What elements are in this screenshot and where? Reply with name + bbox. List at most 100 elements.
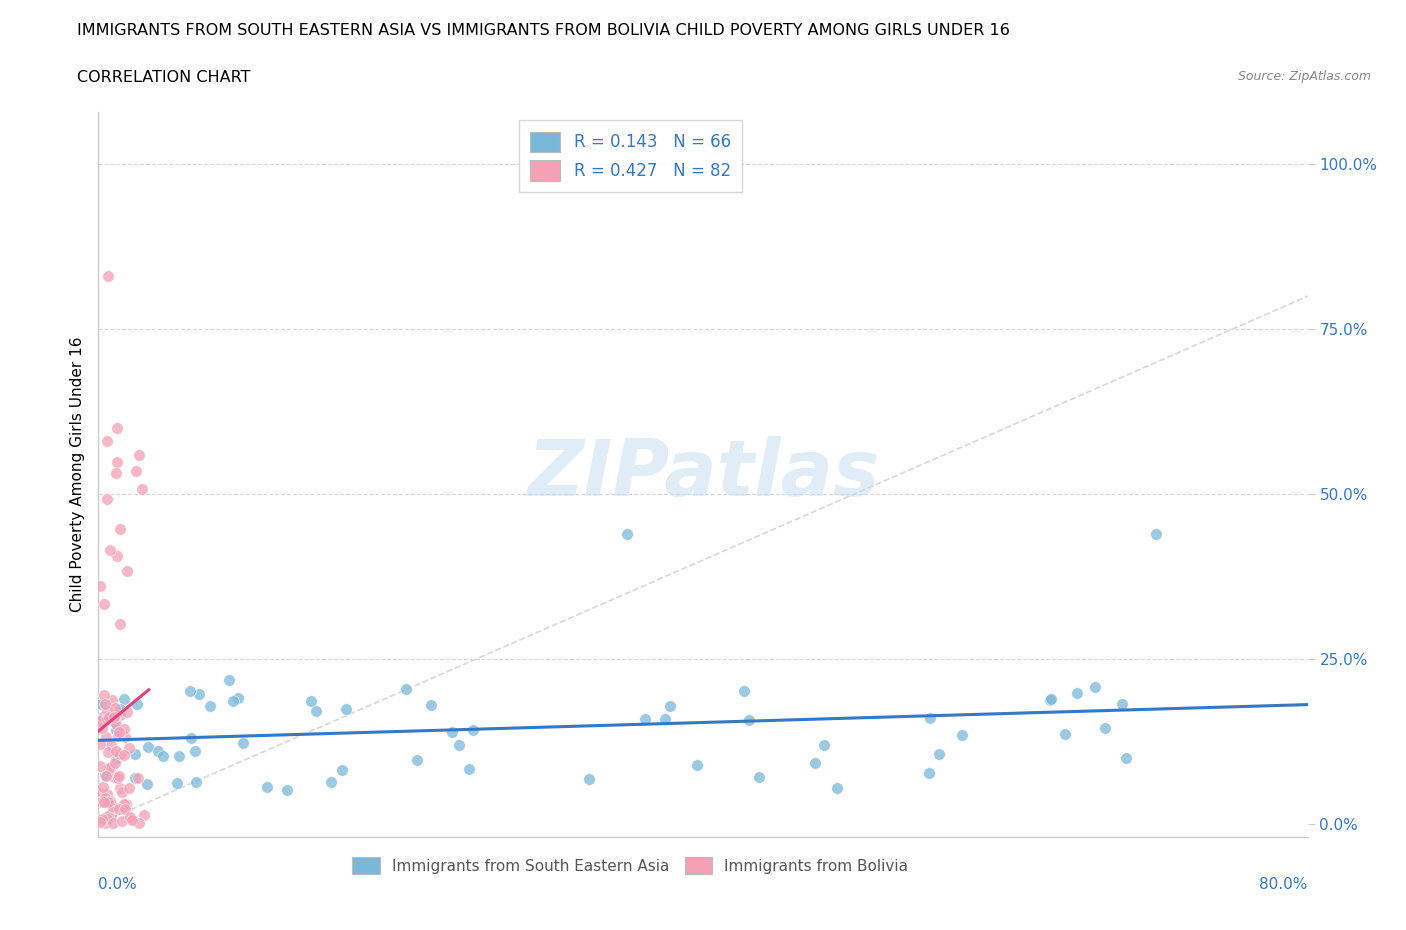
Y-axis label: Child Poverty Among Girls Under 16: Child Poverty Among Girls Under 16 <box>69 337 84 612</box>
Text: 80.0%: 80.0% <box>1260 877 1308 892</box>
Point <box>96 787 118 802</box>
Point <box>803 755 825 770</box>
Point <box>111 784 134 799</box>
Point <box>107 420 129 435</box>
Point <box>108 704 131 719</box>
Text: 0.0%: 0.0% <box>98 877 138 892</box>
Point <box>98 543 121 558</box>
Point <box>90 697 112 711</box>
Point <box>825 780 848 795</box>
Point <box>134 808 156 823</box>
Point <box>136 740 159 755</box>
Point <box>96 711 118 726</box>
Point <box>93 710 115 724</box>
Point <box>128 815 150 830</box>
Point <box>100 692 122 707</box>
Point <box>634 712 657 727</box>
Point <box>950 728 973 743</box>
Point <box>101 800 124 815</box>
Point <box>226 690 249 705</box>
Point <box>166 775 188 790</box>
Point <box>124 770 146 785</box>
Point <box>107 729 129 744</box>
Point <box>97 269 120 284</box>
Point <box>115 705 138 720</box>
Point <box>105 548 128 563</box>
Point <box>96 434 118 449</box>
Point <box>103 713 125 728</box>
Point <box>121 813 143 828</box>
Point <box>131 482 153 497</box>
Point <box>97 809 120 824</box>
Point <box>813 737 835 752</box>
Point <box>918 765 941 780</box>
Point <box>107 802 129 817</box>
Point <box>125 697 148 711</box>
Point <box>222 693 245 708</box>
Point <box>686 758 709 773</box>
Point <box>107 771 129 786</box>
Point <box>100 807 122 822</box>
Point <box>89 815 111 830</box>
Point <box>1084 679 1107 694</box>
Point <box>1066 685 1088 700</box>
Point <box>94 769 117 784</box>
Point <box>124 463 146 478</box>
Point <box>319 775 342 790</box>
Point <box>167 748 190 763</box>
Point <box>96 729 118 744</box>
Point <box>90 794 112 809</box>
Point <box>276 783 298 798</box>
Point <box>96 703 118 718</box>
Legend: Immigrants from South Eastern Asia, Immigrants from Bolivia: Immigrants from South Eastern Asia, Immi… <box>346 851 915 880</box>
Point <box>1094 721 1116 736</box>
Point <box>94 697 117 711</box>
Point <box>98 794 121 809</box>
Text: ZIPatlas: ZIPatlas <box>527 436 879 512</box>
Text: Source: ZipAtlas.com: Source: ZipAtlas.com <box>1237 70 1371 83</box>
Point <box>107 768 129 783</box>
Point <box>91 779 114 794</box>
Point <box>101 816 124 830</box>
Point <box>299 694 322 709</box>
Point <box>108 708 131 723</box>
Point <box>93 596 115 611</box>
Point <box>1053 726 1076 741</box>
Point <box>89 578 111 593</box>
Point <box>97 710 120 724</box>
Point <box>101 799 124 814</box>
Text: CORRELATION CHART: CORRELATION CHART <box>77 70 250 85</box>
Point <box>1111 697 1133 711</box>
Point <box>152 749 174 764</box>
Point <box>148 743 170 758</box>
Point <box>97 761 120 776</box>
Point <box>96 812 118 827</box>
Point <box>118 781 141 796</box>
Point <box>104 716 127 731</box>
Point <box>103 710 125 724</box>
Point <box>124 746 146 761</box>
Point <box>187 686 209 701</box>
Point <box>90 812 112 827</box>
Point <box>89 713 111 728</box>
Point <box>112 722 135 737</box>
Point <box>96 794 118 809</box>
Point <box>449 737 471 752</box>
Point <box>104 744 127 759</box>
Point <box>108 724 131 739</box>
Point <box>115 564 138 578</box>
Point <box>91 721 114 736</box>
Point <box>928 747 950 762</box>
Point <box>112 692 135 707</box>
Point <box>733 684 755 698</box>
Point <box>179 684 201 698</box>
Point <box>104 707 127 722</box>
Point <box>118 740 141 755</box>
Point <box>198 698 221 713</box>
Point <box>97 745 120 760</box>
Point <box>108 746 131 761</box>
Point <box>108 701 131 716</box>
Point <box>1144 526 1167 541</box>
Point <box>94 767 117 782</box>
Point <box>441 724 464 739</box>
